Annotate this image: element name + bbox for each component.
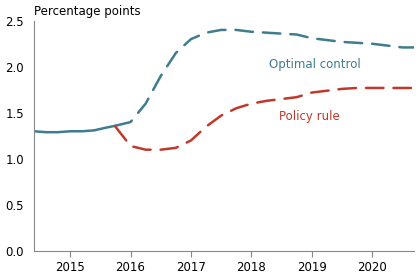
Text: Policy rule: Policy rule <box>278 110 339 123</box>
Text: Optimal control: Optimal control <box>270 58 361 71</box>
Text: Percentage points: Percentage points <box>34 5 141 18</box>
